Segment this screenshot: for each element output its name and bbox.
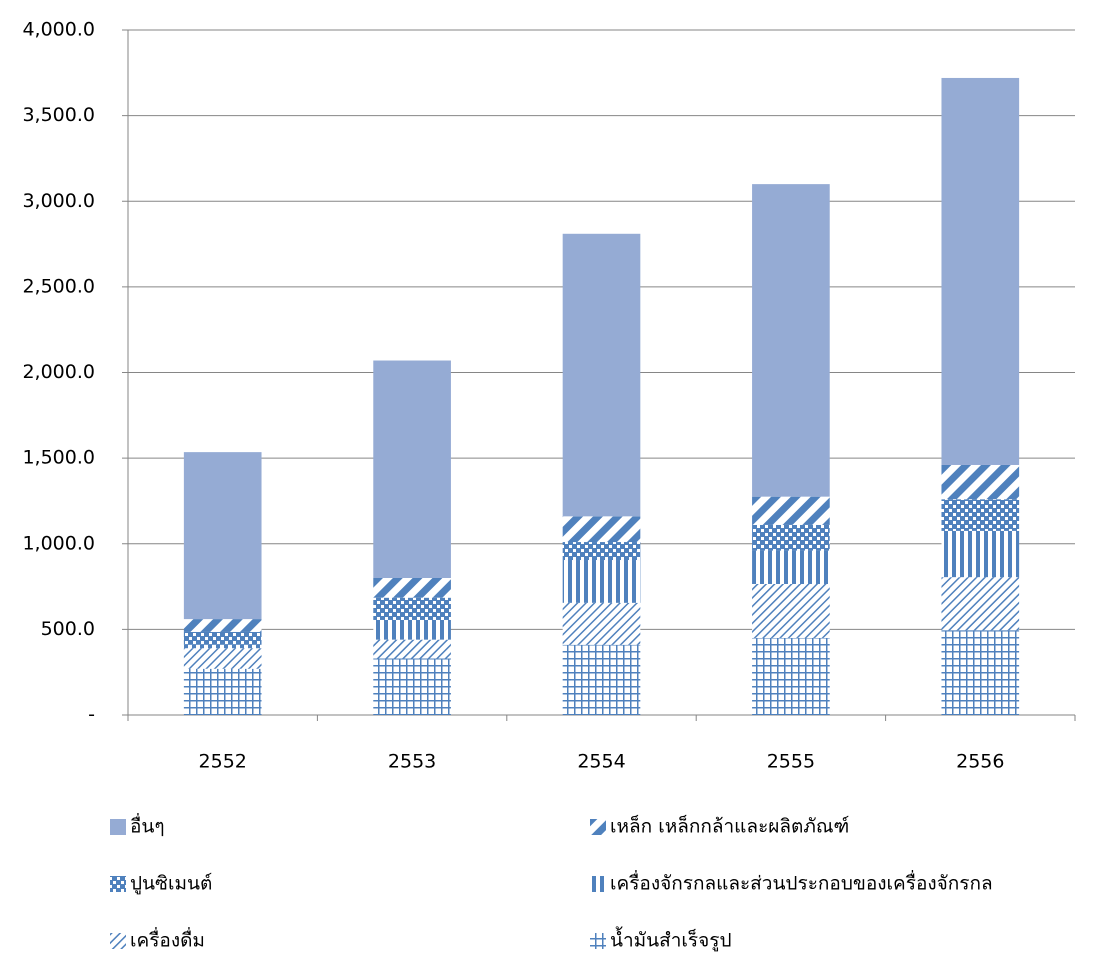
legend-label: เครื่องดื่ม (130, 927, 205, 952)
x-tick-label: 2555 (767, 751, 815, 773)
y-tick-label: 500.0 (41, 618, 95, 640)
bar-segment (183, 631, 262, 645)
y-tick-label: 4,000.0 (22, 19, 95, 41)
bar-segment (373, 360, 451, 578)
bar-segment (562, 644, 641, 715)
bar-segment (183, 644, 262, 649)
bar-segment (752, 583, 830, 638)
legend-swatch (110, 933, 126, 949)
bar-segment (752, 524, 830, 551)
y-tick-label: 3,500.0 (22, 104, 95, 126)
legend-swatch (590, 933, 606, 949)
legend-swatch (110, 876, 126, 892)
bar-segment (373, 658, 451, 715)
legend-label: ปูนซิเมนต์ (130, 873, 212, 895)
bar-segment (373, 639, 451, 659)
bar-segment (373, 619, 451, 640)
bar-segment (183, 668, 262, 715)
bar-segment (941, 464, 1020, 500)
bar-segment (183, 452, 262, 620)
bar-segment (941, 577, 1020, 631)
y-tick-label: 1,500.0 (22, 447, 95, 469)
legend-swatch (590, 876, 606, 892)
y-tick-label: - (88, 704, 95, 726)
legend-label: เครื่องจักรกลและส่วนประกอบของเครื่องจักร… (610, 870, 993, 895)
y-tick-label: 3,000.0 (22, 190, 95, 212)
bar-segment (373, 597, 451, 620)
legend-label: น้ำมันสำเร็จรูป (610, 927, 732, 952)
bar-segment (752, 637, 830, 715)
legend-swatch (590, 819, 606, 835)
y-tick-label: 2,500.0 (22, 275, 95, 297)
x-tick-label: 2556 (956, 751, 1004, 773)
legend-swatch (110, 819, 126, 835)
y-tick-label: 2,000.0 (22, 361, 95, 383)
x-tick-label: 2554 (577, 751, 625, 773)
y-tick-label: 1,000.0 (22, 532, 95, 554)
bar-segment (562, 233, 641, 517)
bar-segment (752, 550, 830, 584)
x-tick-label: 2552 (199, 751, 247, 773)
bar-segment (941, 530, 1020, 578)
bar-segment (562, 516, 641, 543)
bar-segment (752, 496, 830, 525)
bar-segment (373, 578, 451, 598)
bar-segment (183, 648, 262, 669)
bar-segment (562, 560, 641, 603)
bar-segment (752, 184, 830, 497)
bar-segment (941, 630, 1020, 715)
x-tick-label: 2553 (388, 751, 436, 773)
legend-label: เหล็ก เหล็กกล้าและผลิตภัณฑ์ (610, 814, 849, 838)
bar-segment (941, 499, 1020, 531)
bar-segment (562, 602, 641, 645)
bar-segment (941, 77, 1020, 465)
bar-segment (562, 542, 641, 561)
legend-label: อื่นๆ (130, 813, 165, 838)
bar-segment (183, 619, 262, 632)
